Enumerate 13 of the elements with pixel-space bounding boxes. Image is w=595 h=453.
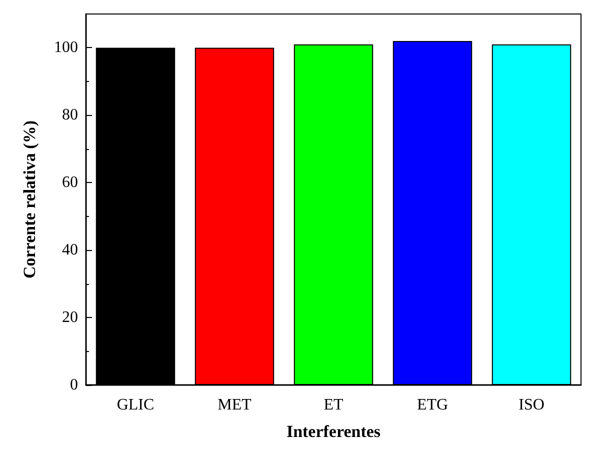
y-tick-label: 0 <box>70 376 78 394</box>
y-axis-title: Corrente relativa (%) <box>20 120 39 278</box>
y-tick-label: 80 <box>62 106 78 124</box>
x-tick-label: ETG <box>416 396 448 414</box>
y-tick-label: 100 <box>54 39 78 56</box>
y-tick-label: 60 <box>62 174 78 192</box>
x-tick-label: ET <box>324 396 344 414</box>
y-tick-label: 40 <box>62 242 78 259</box>
x-tick-label: ISO <box>518 396 544 414</box>
y-tick-label: 20 <box>62 309 78 326</box>
x-tick-label: GLIC <box>116 396 154 414</box>
x-tick-label: MET <box>218 396 252 414</box>
x-axis-title: Interferentes <box>286 422 381 441</box>
